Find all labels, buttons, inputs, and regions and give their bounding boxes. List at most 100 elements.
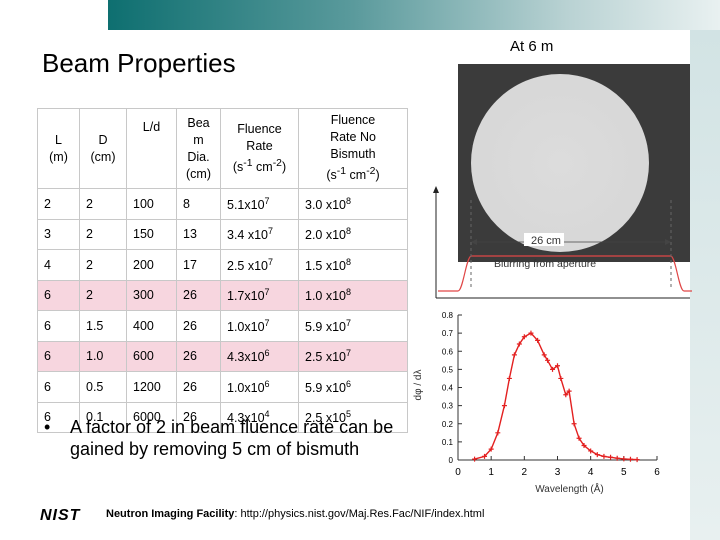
beam-spot (471, 74, 649, 252)
table-row: 6 2 300 26 1.7x107 1.0 x108 (37, 279, 408, 311)
cell-dia: 26 (176, 371, 221, 403)
spectrum-point (566, 388, 572, 394)
x-tick-label: 1 (488, 467, 494, 478)
spectrum-point (614, 455, 620, 461)
y-tick-label: 0.6 (442, 347, 454, 356)
table-header-row: L (m) D (cm) L/d Bea m Dia. (cm) Fluence Rate(… (37, 108, 408, 189)
bullet-text: A factor of 2 in beam fluence rate can b… (70, 417, 394, 459)
profile-curve (438, 255, 692, 292)
cell-dia: 8 (176, 188, 221, 220)
cell-dia: 26 (176, 340, 221, 372)
cell-fluence: 4.3x104 (220, 401, 299, 433)
y-tick-label: 0.4 (442, 384, 454, 393)
width-arrow-left (471, 239, 477, 245)
spectrum-point (550, 366, 556, 372)
cell-l: 2 (37, 188, 80, 220)
spectrum-point (634, 457, 640, 463)
cell-fluence: 1.0x107 (220, 310, 299, 342)
cell-d: 0.5 (79, 371, 127, 403)
cell-fluence-no-bismuth: 1.0 x108 (298, 279, 408, 311)
cell-l: 6 (37, 401, 80, 433)
spectrum-point (506, 375, 512, 381)
spectrum-point (581, 443, 587, 448)
cell-ld: 300 (126, 279, 177, 311)
spectrum-point (482, 453, 488, 459)
y-tick-label: 0.3 (442, 402, 454, 411)
y-tick-label: 0.1 (442, 438, 454, 447)
cell-dia: 26 (176, 310, 221, 342)
bullet-dot: • (44, 417, 51, 437)
spectrum-point (588, 448, 594, 454)
spectrum-point (541, 352, 547, 358)
col-header-dia: Bea m Dia. (cm) (176, 108, 221, 189)
facility-url[interactable]: : http://physics.nist.gov/Maj.Res.Fac/NI… (234, 508, 485, 520)
x-tick-label: 2 (522, 467, 528, 478)
page-title: Beam Properties (42, 48, 236, 78)
x-tick-label: 6 (654, 467, 660, 478)
spectrum-point (608, 454, 614, 460)
col-header-ld: L/d (126, 108, 177, 189)
table-row: 6 1.0 600 26 4.3x106 2.5 x107 (37, 340, 408, 372)
nist-logo: NIST (40, 507, 81, 524)
x-tick-label: 3 (555, 467, 561, 478)
spectrum-point (535, 337, 541, 343)
cell-fluence: 3.4 x107 (220, 218, 299, 250)
cell-ld: 1200 (126, 371, 177, 403)
spectrum-point (571, 421, 577, 427)
distance-label: At 6 m (510, 38, 554, 55)
cell-d: 1.0 (79, 340, 127, 372)
spectrum-point (545, 357, 551, 363)
beam-properties-table: L (m) D (cm) L/d Bea m Dia. (cm) Fluence Rate(… (37, 108, 408, 433)
spectrum-point (621, 456, 627, 462)
footer-credit: Neutron Imaging Facility: http://physics… (106, 508, 484, 520)
width-label: 26 cm (531, 235, 561, 247)
table-row: 4 2 200 17 2.5 x107 1.5 x108 (37, 249, 408, 281)
cell-fluence: 4.3x106 (220, 340, 299, 372)
col-header-fluence: Fluence Rate (s-1 cm-2) (220, 108, 299, 189)
x-tick-label: 5 (621, 467, 627, 478)
spectrum-point (495, 430, 501, 436)
cell-d: 2 (79, 188, 127, 220)
cell-dia: 17 (176, 249, 221, 281)
y-tick-label: 0.5 (442, 365, 454, 374)
y-tick-label: 0 (449, 456, 454, 465)
cell-fluence: 2.5 x107 (220, 249, 299, 281)
col-header-fluence-no-bismuth: Fluence Rate No Bismuth (s-1 cm-2) (298, 108, 408, 189)
blur-label: Blurring from aperture (494, 258, 596, 270)
y-tick-label: 0.8 (442, 311, 454, 320)
x-tick-label: 0 (455, 467, 461, 478)
cell-ld: 600 (126, 340, 177, 372)
table-row: 2 2 100 8 5.1x107 3.0 x108 (37, 188, 408, 220)
spectrum-point (576, 435, 582, 441)
cell-fluence-no-bismuth: 2.5 x105 (298, 401, 408, 433)
spectrum-point (528, 330, 534, 336)
cell-fluence-no-bismuth: 1.5 x108 (298, 249, 408, 281)
beam-image (458, 64, 690, 262)
y-tick-label: 0.7 (442, 329, 454, 338)
spectrum-series-line (474, 332, 638, 461)
table-row: 6 0.1 6000 26 4.3x104 2.5 x105 (37, 401, 408, 433)
width-arrow-right (665, 239, 671, 245)
y-axis-label: dφ / dλ (413, 370, 424, 401)
spectrum-point (594, 452, 600, 458)
x-tick-label: 4 (588, 467, 594, 478)
spectrum-point (601, 453, 607, 459)
spectrum-point (472, 456, 478, 462)
cell-dia: 26 (176, 401, 221, 433)
profile-axis-arrow (433, 186, 439, 193)
x-axis-label: Wavelength (Å) (535, 482, 604, 495)
top-banner (108, 0, 720, 30)
spectrum-point (501, 403, 507, 409)
spectrum-point (516, 341, 522, 347)
cell-l: 6 (37, 279, 80, 311)
cell-fluence-no-bismuth: 2.5 x107 (298, 340, 408, 372)
spectrum-point (555, 363, 560, 369)
facility-name: Neutron Imaging Facility (106, 508, 235, 520)
table-row: 6 0.5 1200 26 1.0x106 5.9 x106 (37, 371, 408, 403)
cell-fluence-no-bismuth: 3.0 x108 (298, 188, 408, 220)
spectrum-point (521, 334, 527, 340)
cell-d: 0.1 (79, 401, 127, 433)
bullet-note: • A factor of 2 in beam fluence rate can… (44, 417, 414, 460)
